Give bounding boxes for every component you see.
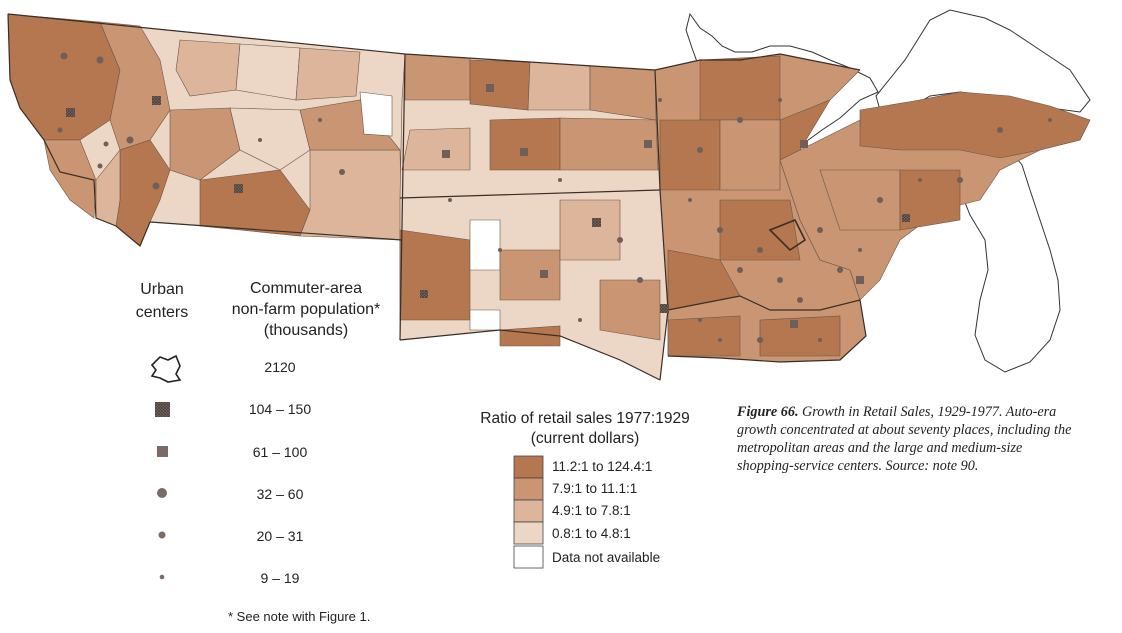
county-fills: [7, 13, 1091, 381]
population-class-label: 20 – 31: [256, 528, 304, 544]
urban-centers-title: Urban centers: [135, 281, 189, 321]
population-legend-title: Commuter-area non-farm population* (thou…: [231, 280, 381, 339]
figure-body: Auto-era growth concentrated at about se…: [737, 404, 1072, 474]
state-borders: [7, 13, 867, 381]
population-class-label: 32 – 60: [256, 486, 304, 502]
ratio-class-label: 7.9:1 to 11.1:1: [552, 481, 638, 496]
population-class-label: 9 – 19: [260, 570, 300, 586]
ratio-class-label: 0.8:1 to 4.8:1: [552, 526, 631, 541]
figure-title: Growth in Retail Sales, 1929-1977.: [798, 404, 1003, 420]
ratio-class-label: 4.9:1 to 7.8:1: [552, 503, 631, 518]
ratio-legend-title: Ratio of retail sales 1977:1929 (current…: [480, 410, 690, 447]
figure-number: Figure 66.: [737, 404, 799, 420]
population-class-label: 104 – 150: [248, 401, 312, 417]
urban-symbol-legend: [150, 354, 182, 580]
urban-center-symbols: [57, 52, 1052, 343]
population-class-label: 2120: [264, 359, 296, 375]
population-class-label: 61 – 100: [252, 444, 308, 460]
ratio-class-label: 11.2:1 to 124.4:1: [552, 459, 653, 474]
ratio-class-swatches: [513, 455, 544, 569]
ratio-class-label: Data not available: [552, 550, 661, 565]
figure-caption: Figure 66. Growth in Retail Sales, 1929-…: [737, 403, 1077, 475]
footnote: * See note with Figure 1.: [228, 609, 371, 624]
